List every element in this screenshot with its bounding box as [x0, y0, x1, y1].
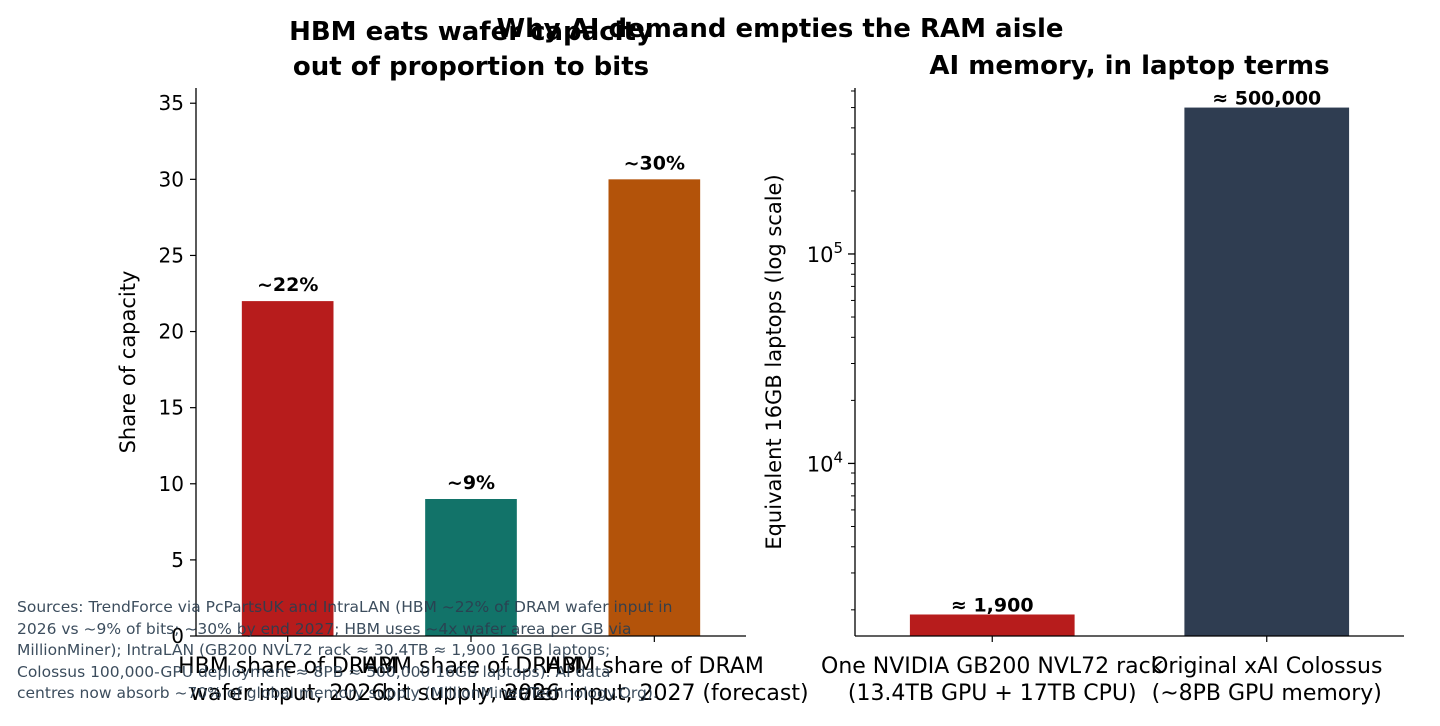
footnote-line-4: Colossus 100,000-GPU deployment ≈ 8PB ≈ … — [17, 662, 611, 681]
left-y-tick-label: 30 — [159, 167, 184, 191]
left-bar-label-2: ~9% — [447, 472, 495, 494]
left-chart-hbm-capacity: HBM eats wafer capacity out of proportion… — [116, 17, 809, 706]
left-y-tick-label: 0 — [171, 624, 184, 648]
left-y-tick-label: 35 — [159, 91, 184, 115]
left-bar-label-1: ~22% — [257, 274, 318, 296]
right-y-tick-label: 104 — [807, 448, 843, 476]
right-x-tick-label: (~8PB GPU memory) — [1152, 681, 1382, 706]
left-x-tick-label: HBM share of DRAM — [361, 654, 580, 679]
left-x-tick-label: wafer input, 2026 — [190, 681, 385, 706]
left-bar-label-3: ~30% — [624, 152, 685, 174]
footnote-line-5: centres now absorb ~70% of global memory… — [17, 684, 658, 702]
left-y-axis-label: Share of capacity — [116, 271, 140, 454]
footnote-line-3: MillionMiner); IntraLAN (GB200 NVL72 rac… — [17, 641, 611, 659]
right-bar-label-2: ≈ 500,000 — [1212, 88, 1321, 110]
footnote-line-2: 2026 vs ~9% of bits; ~30% by end 2027; H… — [17, 619, 632, 638]
right-bar-2 — [1184, 107, 1350, 636]
sources-footnote: Sources: TrendForce via PcPartsUK and In… — [17, 597, 787, 705]
left-bar-1 — [241, 301, 334, 636]
left-bar-2 — [425, 499, 517, 636]
left-chart-title-line-1: HBM eats wafer capacity — [289, 17, 653, 47]
left-y-tick-label: 5 — [171, 548, 184, 572]
left-bar-3 — [608, 179, 701, 637]
left-x-tick-label: HBM share of DRAM — [178, 654, 397, 679]
left-x-tick-label: wafer input, 2027 (forecast) — [500, 681, 808, 706]
left-y-tick-label: 10 — [159, 472, 184, 496]
left-y-tick-label: 25 — [159, 243, 184, 267]
right-x-tick-label: Original xAI Colossus — [1151, 654, 1382, 679]
right-chart-laptop-terms: AI memory, in laptop terms ≈ 1,900 ≈ 500,0… — [762, 51, 1404, 706]
left-chart-title-line-2: out of proportion to bits — [293, 52, 649, 82]
right-bar-1 — [909, 614, 1075, 636]
left-x-tick-label: HBM share of DRAM — [545, 654, 764, 679]
right-bar-label-1: ≈ 1,900 — [951, 594, 1034, 616]
footnote-line-1: Sources: TrendForce via PcPartsUK and In… — [17, 598, 673, 616]
left-y-tick-label: 15 — [159, 396, 184, 420]
right-chart-title-line-1: AI memory, in laptop terms — [929, 51, 1329, 81]
right-x-tick-label: One NVIDIA GB200 NVL72 rack — [821, 654, 1164, 679]
figure-suptitle: Why AI demand empties the RAM aisle — [496, 14, 1063, 44]
left-y-tick-label: 20 — [159, 320, 184, 344]
right-y-axis-label: Equivalent 16GB laptops (log scale) — [762, 174, 786, 549]
right-y-tick-label: 105 — [807, 239, 843, 267]
right-x-tick-label: (13.4TB GPU + 17TB CPU) — [848, 681, 1137, 706]
left-x-tick-label: bit supply, 2026 — [382, 681, 560, 706]
